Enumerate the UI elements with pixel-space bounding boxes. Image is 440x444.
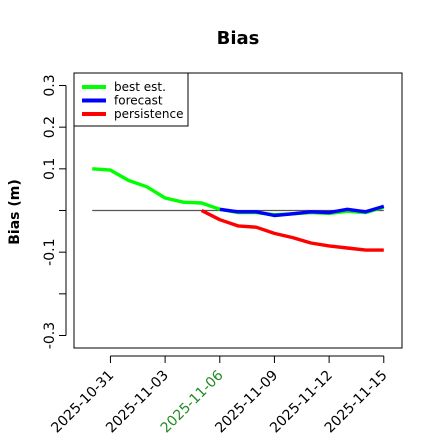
legend-label-persistence: persistence — [114, 107, 183, 121]
y-tick-label: -0.1 — [42, 239, 58, 266]
y-tick-label: -0.3 — [42, 322, 58, 349]
chart-title: Bias — [217, 28, 260, 49]
legend-label-best-est: best est. — [114, 80, 166, 94]
plot-area: 0.30.20.1-0.1-0.32025-10-312025-11-03202… — [42, 72, 403, 436]
legend-label-forecast: forecast — [114, 94, 163, 108]
series-line-forecast — [219, 204, 385, 218]
series-line-persistence — [200, 208, 384, 252]
plot-frame — [73, 72, 403, 349]
y-tick-label: 0.2 — [42, 116, 58, 138]
y-tick-label: 0.3 — [42, 74, 58, 96]
series-line-best-est — [92, 167, 385, 217]
y-axis-label: Bias (m) — [7, 179, 23, 245]
y-tick-label: 0.1 — [42, 158, 58, 180]
